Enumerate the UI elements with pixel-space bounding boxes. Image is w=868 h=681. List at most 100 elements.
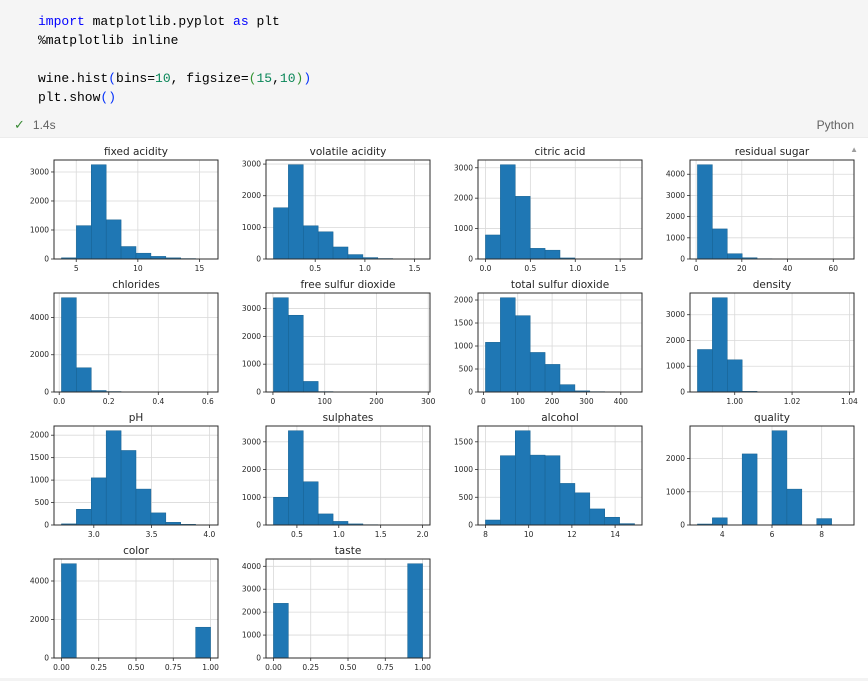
histogram-free-sulfur-dioxide: 0 100 200 300 0 1000 2000 3000 free sulfur dioxi… (226, 277, 438, 410)
svg-text:8: 8 (483, 530, 488, 539)
svg-text:0.25: 0.25 (302, 663, 319, 672)
svg-text:3000: 3000 (242, 437, 261, 446)
svg-text:0: 0 (680, 388, 685, 397)
svg-text:0: 0 (44, 521, 49, 530)
code-line (38, 50, 858, 69)
svg-text:quality: quality (754, 412, 790, 424)
svg-text:500: 500 (459, 493, 474, 502)
svg-text:0.00: 0.00 (265, 663, 282, 672)
svg-text:2000: 2000 (30, 615, 49, 624)
svg-text:2000: 2000 (666, 454, 685, 463)
svg-text:density: density (753, 279, 792, 291)
svg-text:0.50: 0.50 (128, 663, 145, 672)
svg-text:1.00: 1.00 (414, 663, 431, 672)
code-editor[interactable]: import matplotlib.pyplot as plt %matplotl… (38, 12, 858, 107)
svg-text:fixed acidity: fixed acidity (104, 146, 168, 158)
svg-text:1.04: 1.04 (841, 397, 858, 406)
svg-text:volatile acidity: volatile acidity (310, 146, 387, 158)
svg-text:3000: 3000 (30, 167, 49, 176)
code-line: %matplotlib inline (38, 33, 179, 48)
svg-text:citric acid: citric acid (535, 146, 586, 158)
svg-text:0: 0 (694, 264, 699, 273)
code-line: plt.show() (38, 90, 117, 105)
svg-text:0: 0 (44, 654, 49, 663)
svg-text:taste: taste (335, 545, 362, 557)
figure-grid: 5 10 15 0 1000 2000 3000 fixed acidity 0.5 1.0 1.5… (0, 138, 868, 676)
histogram-residual-sugar: 0 20 40 60 0 1000 2000 3000 4000 residual sugar (650, 144, 862, 277)
svg-text:1.00: 1.00 (726, 397, 743, 406)
svg-text:2000: 2000 (30, 196, 49, 205)
svg-text:1.0: 1.0 (359, 264, 371, 273)
svg-text:0: 0 (680, 521, 685, 530)
svg-text:200: 200 (545, 397, 560, 406)
svg-text:0.25: 0.25 (90, 663, 107, 672)
svg-text:1000: 1000 (242, 223, 261, 232)
cell-output-area: ▲ 5 10 15 0 1000 2000 3000 fixed acidity 0.5 1.0 1… (0, 137, 868, 678)
histogram-taste: 0.00 0.25 0.50 0.75 1.00 0 1000 2000 3000 4000 tas… (226, 543, 438, 676)
svg-text:2000: 2000 (242, 465, 261, 474)
svg-text:1000: 1000 (242, 493, 261, 502)
svg-text:4.0: 4.0 (203, 530, 215, 539)
svg-text:sulphates: sulphates (323, 412, 374, 424)
svg-text:1.02: 1.02 (784, 397, 801, 406)
svg-text:color: color (123, 545, 150, 557)
svg-text:1000: 1000 (242, 360, 261, 369)
svg-text:4000: 4000 (30, 313, 49, 322)
svg-text:chlorides: chlorides (112, 279, 160, 291)
svg-text:5: 5 (74, 264, 79, 273)
svg-text:1.5: 1.5 (614, 264, 626, 273)
code-line: wine.hist(bins=10, figsize=(15,10)) (38, 71, 312, 86)
code-cell: import matplotlib.pyplot as plt %matplotl… (0, 0, 868, 113)
svg-text:1000: 1000 (30, 225, 49, 234)
histogram-sulphates: 0.5 1.0 1.5 2.0 0 1000 2000 3000 sulphates (226, 410, 438, 543)
execution-duration-label: 1.4s (32, 118, 56, 132)
svg-text:0.75: 0.75 (165, 663, 182, 672)
svg-text:0: 0 (468, 255, 473, 264)
svg-text:1000: 1000 (242, 631, 261, 640)
histogram-fixed-acidity: 5 10 15 0 1000 2000 3000 fixed acidity (14, 144, 226, 277)
svg-text:4000: 4000 (242, 562, 261, 571)
svg-text:3000: 3000 (666, 310, 685, 319)
svg-text:4: 4 (720, 530, 725, 539)
svg-text:100: 100 (318, 397, 333, 406)
svg-text:0.00: 0.00 (53, 663, 70, 672)
svg-text:1500: 1500 (30, 453, 49, 462)
histogram-chlorides: 0.0 0.2 0.4 0.6 0 2000 4000 chlorides (14, 277, 226, 410)
svg-text:2000: 2000 (30, 350, 49, 359)
svg-text:10: 10 (133, 264, 143, 273)
svg-text:2000: 2000 (666, 336, 685, 345)
svg-text:3000: 3000 (242, 160, 261, 169)
svg-text:1.5: 1.5 (375, 530, 387, 539)
svg-text:4000: 4000 (30, 577, 49, 586)
svg-text:0.6: 0.6 (202, 397, 214, 406)
cell-language-label[interactable]: Python (816, 118, 854, 132)
svg-text:0: 0 (468, 388, 473, 397)
svg-text:20: 20 (737, 264, 747, 273)
svg-text:1.0: 1.0 (333, 530, 345, 539)
histogram-alcohol: 8 10 12 14 0 500 1000 1500 alcohol (438, 410, 650, 543)
scroll-up-icon[interactable]: ▲ (850, 145, 858, 154)
svg-text:2.0: 2.0 (417, 530, 429, 539)
svg-text:10: 10 (524, 530, 534, 539)
svg-text:free sulfur dioxide: free sulfur dioxide (300, 279, 395, 291)
histogram-total-sulfur-dioxide: 0 100 200 300 400 0 500 1000 1500 2000 total sulfu… (438, 277, 650, 410)
svg-text:0.50: 0.50 (340, 663, 357, 672)
svg-text:1000: 1000 (454, 342, 473, 351)
histogram-citric-acid: 0.0 0.5 1.0 1.5 0 1000 2000 3000 citric acid (438, 144, 650, 277)
histogram-ph: 3.0 3.5 4.0 0 500 1000 1500 2000 pH (14, 410, 226, 543)
svg-text:1500: 1500 (454, 437, 473, 446)
histogram-volatile-acidity: 0.5 1.0 1.5 0 1000 2000 3000 volatile acidity (226, 144, 438, 277)
svg-text:2000: 2000 (242, 191, 261, 200)
svg-text:1.00: 1.00 (202, 663, 219, 672)
svg-text:60: 60 (829, 264, 839, 273)
svg-text:2000: 2000 (454, 296, 473, 305)
svg-text:1000: 1000 (454, 224, 473, 233)
svg-text:0.0: 0.0 (53, 397, 65, 406)
svg-text:8: 8 (819, 530, 824, 539)
svg-text:3000: 3000 (242, 304, 261, 313)
svg-text:0.5: 0.5 (524, 264, 536, 273)
svg-text:0: 0 (271, 397, 276, 406)
svg-text:2000: 2000 (454, 194, 473, 203)
svg-text:3000: 3000 (666, 191, 685, 200)
